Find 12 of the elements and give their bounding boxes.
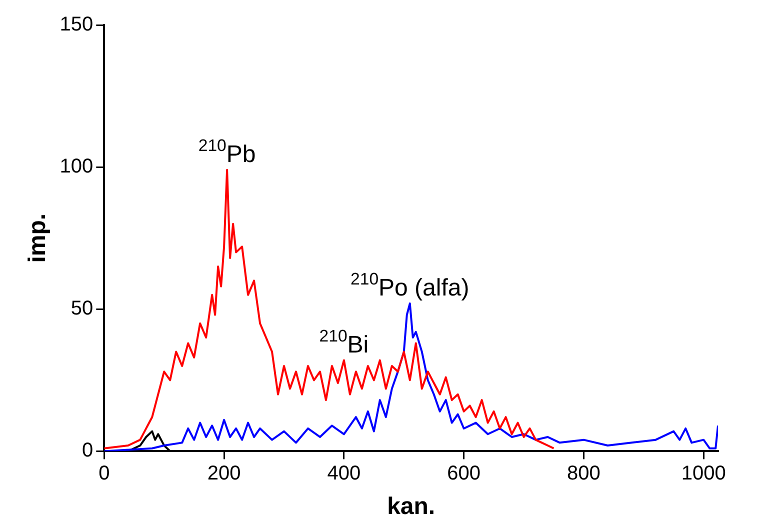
x-tick-label: 1000 <box>681 462 726 485</box>
x-tick-label: 200 <box>207 462 241 485</box>
x-tick-label: 600 <box>447 462 481 485</box>
y-tick-label: 150 <box>60 14 94 36</box>
y-axis-title: imp. <box>24 213 52 263</box>
y-tick-label: 50 <box>70 298 94 320</box>
y-tick-label: 0 <box>82 440 94 462</box>
x-tick-label: 800 <box>567 462 600 485</box>
x-tick-label: 400 <box>327 462 361 485</box>
x-axis-title: kan. <box>387 493 436 520</box>
x-tick-label: 0 <box>98 462 110 485</box>
y-tick-label: 100 <box>60 156 94 178</box>
